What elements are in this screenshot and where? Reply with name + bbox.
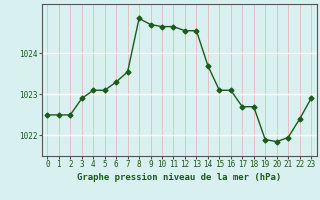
X-axis label: Graphe pression niveau de la mer (hPa): Graphe pression niveau de la mer (hPa) bbox=[77, 173, 281, 182]
